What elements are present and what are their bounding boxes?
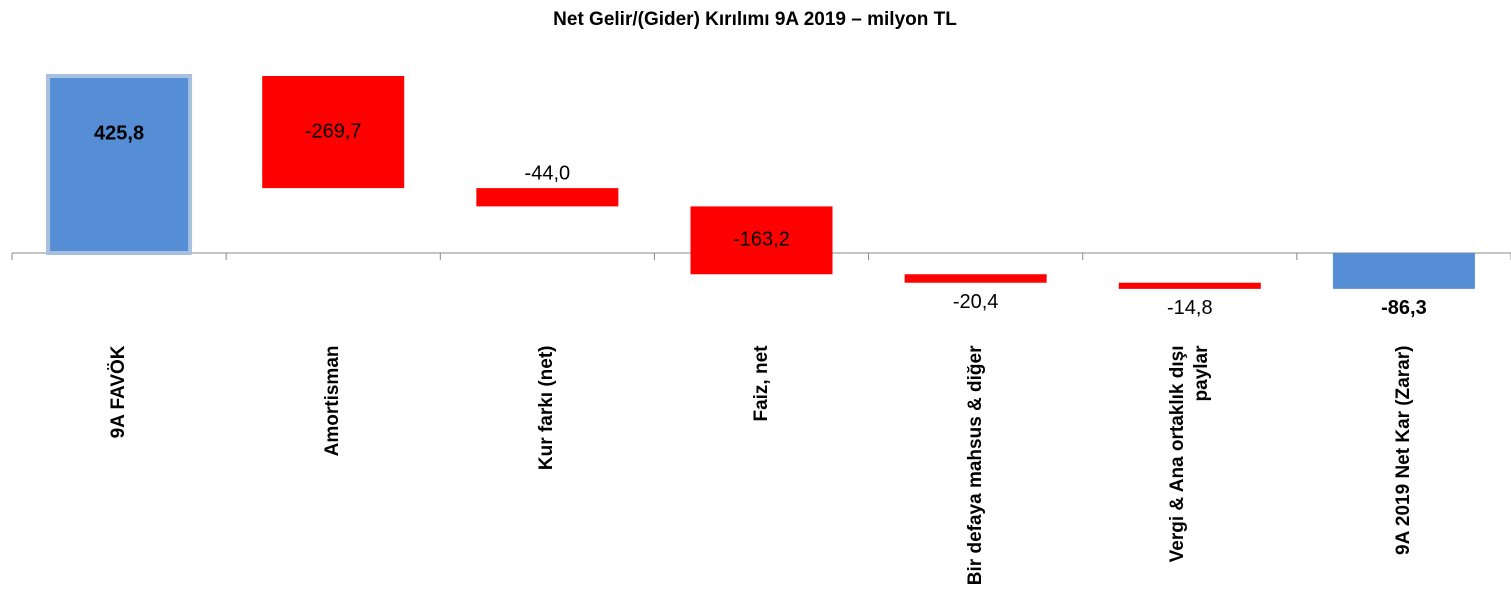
bar xyxy=(262,76,405,189)
bar xyxy=(690,206,833,275)
value-label: -44,0 xyxy=(525,162,571,184)
bar xyxy=(46,74,193,255)
value-label: -14,8 xyxy=(1167,297,1213,319)
x-tick-label: 9A 2019 Net Kar (Zarar) xyxy=(1392,345,1414,555)
value-label: -163,2 xyxy=(733,229,790,251)
bar xyxy=(1118,282,1261,289)
value-label: -269,7 xyxy=(305,120,362,142)
chart-title: Net Gelir/(Gider) Kırılımı 9A 2019 – mil… xyxy=(553,9,957,30)
bar xyxy=(1332,253,1475,289)
x-tick-label: Vergi & Ana ortaklık dışı paylar xyxy=(1166,345,1212,562)
value-label: -86,3 xyxy=(1381,297,1427,319)
x-tick-label: Kur farkı (net) xyxy=(536,345,558,470)
value-label: -20,4 xyxy=(953,291,999,313)
x-tick-label: Bir defaya mahsus & diğer xyxy=(964,345,986,585)
value-label: 425,8 xyxy=(94,122,144,144)
x-tick-label: Faiz, net xyxy=(750,345,772,422)
x-tick-label: 9A FAVÖK xyxy=(108,345,130,438)
bar xyxy=(904,274,1047,283)
bar xyxy=(476,188,619,207)
x-tick-label: Amortisman xyxy=(322,345,344,456)
